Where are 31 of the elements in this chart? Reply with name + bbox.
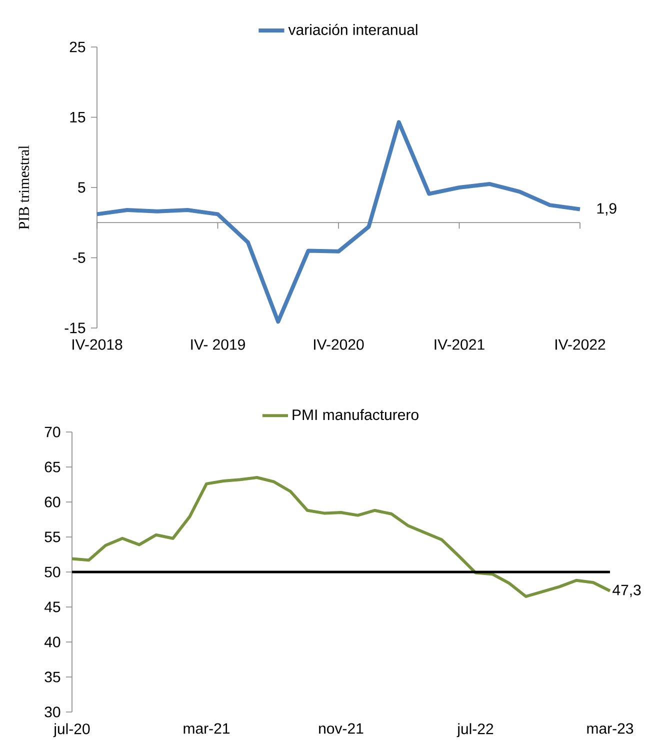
y-tick-label: 30 xyxy=(44,706,60,718)
y-tick-label: 15 xyxy=(70,112,86,122)
y-tick-label: 50 xyxy=(44,566,60,578)
y-tick-label: 35 xyxy=(44,672,60,682)
x-tick-label: mar-23 xyxy=(587,723,634,734)
y-tick-label: 65 xyxy=(44,462,60,472)
y-tick-label: 45 xyxy=(44,602,60,612)
legend-label: variación interanual xyxy=(288,24,418,36)
x-tick-label: nov-21 xyxy=(319,723,364,734)
x-tick-label: mar-21 xyxy=(184,723,230,734)
legend-label: PMI manufacturero xyxy=(292,409,418,420)
x-tick-label: IV-2022 xyxy=(556,339,606,350)
y-axis-title: PIB trimestral xyxy=(18,146,29,230)
line-series xyxy=(94,120,582,324)
x-tick-label: IV-2018 xyxy=(72,339,122,350)
y-tick-label: 40 xyxy=(44,636,60,648)
y-tick-label: 70 xyxy=(44,426,60,438)
x-tick-label: IV-2020 xyxy=(314,339,364,350)
x-tick-label: jul-20 xyxy=(53,723,90,738)
data-label: 1,9 xyxy=(597,203,616,216)
data-label: 47,3 xyxy=(612,584,641,598)
y-tick-label: -15 xyxy=(64,322,86,334)
x-tick-label: IV-2021 xyxy=(434,339,484,350)
line-series xyxy=(70,476,612,598)
y-tick-label: 5 xyxy=(78,182,86,193)
y-tick-label: 60 xyxy=(44,496,60,508)
y-tick-label: 55 xyxy=(44,532,60,542)
x-tick-label: IV- 2019 xyxy=(191,339,245,350)
y-tick-label: -5 xyxy=(73,252,86,263)
x-tick-label: jul-22 xyxy=(456,723,494,738)
y-tick-label: 25 xyxy=(70,42,86,52)
